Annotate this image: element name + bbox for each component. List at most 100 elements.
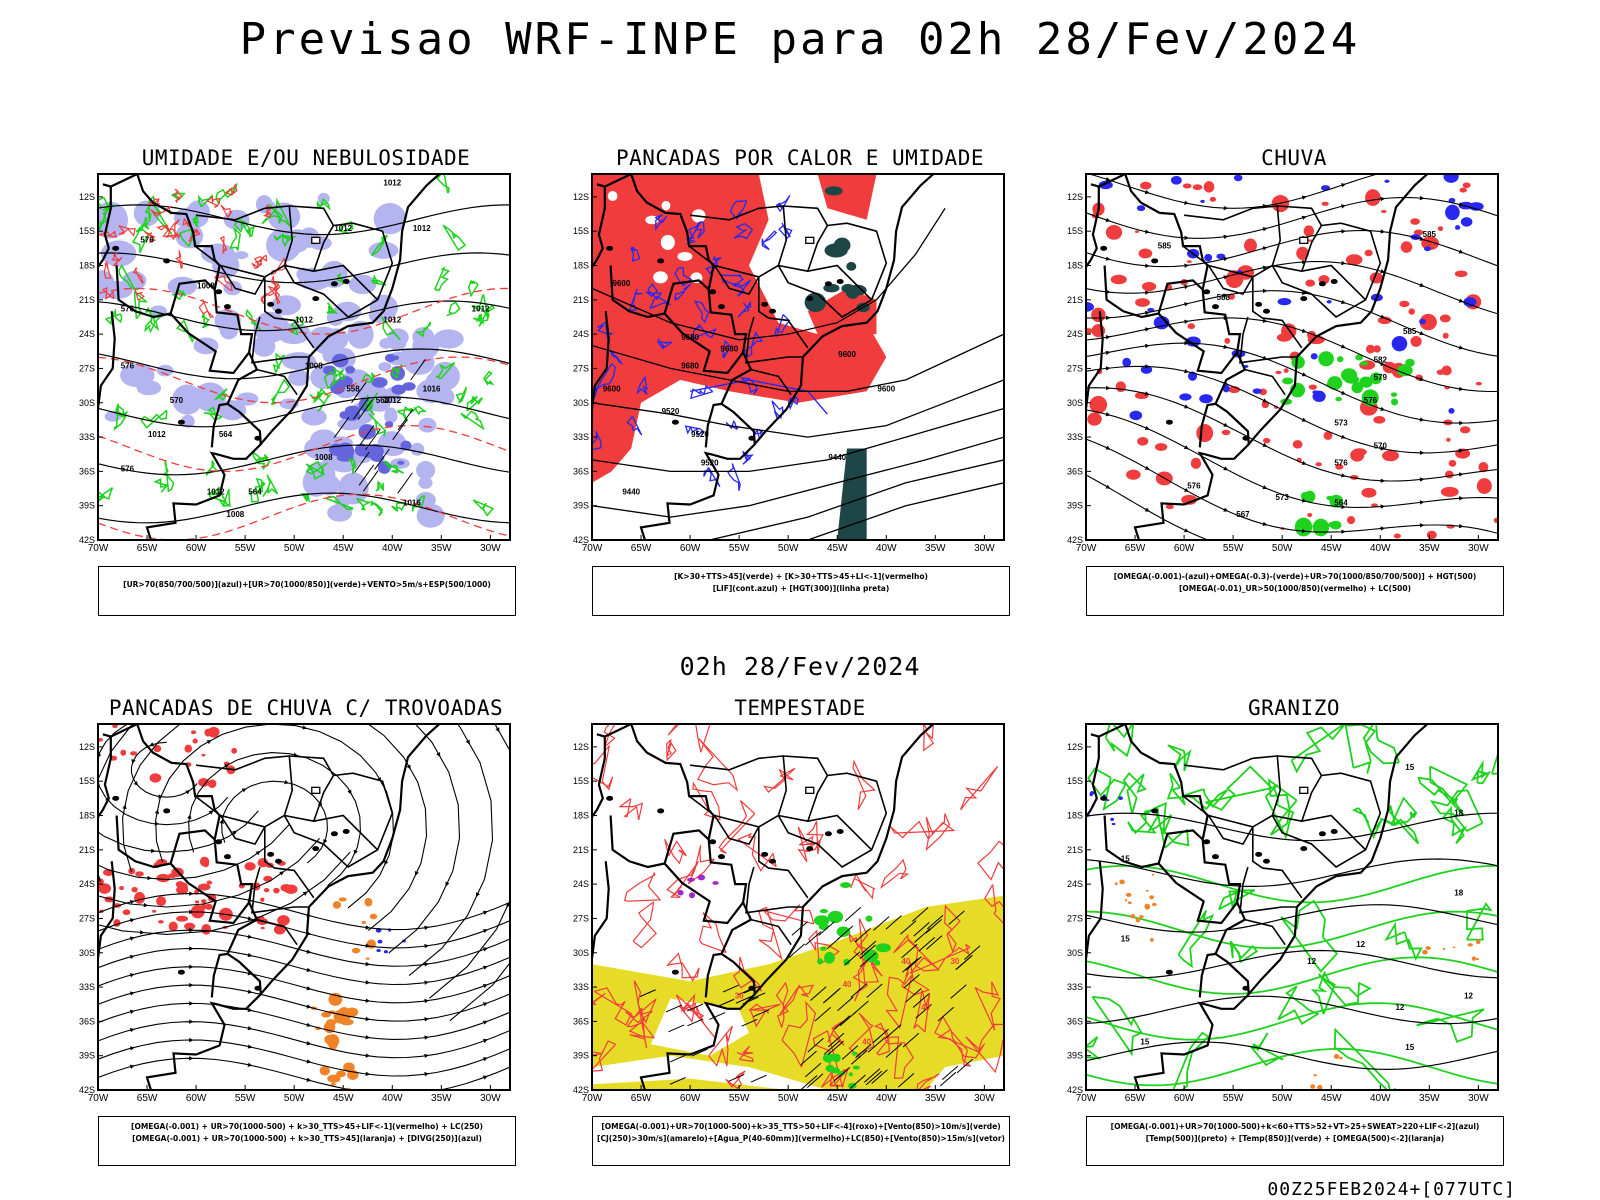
lon-tick-label: 60W <box>1174 543 1195 554</box>
lifted-index-contour <box>609 349 623 365</box>
rain-area-blue <box>1448 197 1456 204</box>
streamline-arrow <box>187 814 192 819</box>
rain-area-red <box>1244 238 1257 253</box>
streamline-arrow <box>482 1038 488 1043</box>
lat-tick-label: 15S <box>79 226 95 236</box>
streamline-arrow <box>1419 331 1425 336</box>
wind-vector <box>918 936 936 952</box>
thunderstorm-area-red <box>158 920 164 924</box>
streamline-arrow <box>189 1056 194 1061</box>
strong-wind-area <box>824 951 835 964</box>
rain-area-red <box>1399 300 1410 308</box>
contour-label: 576 <box>121 464 135 473</box>
country-border <box>115 815 216 869</box>
temperature-850-contour <box>1122 772 1147 814</box>
state-border <box>313 264 379 301</box>
lat-tick-label: 39S <box>79 1051 95 1061</box>
humidity-area-light <box>416 388 430 396</box>
state-border <box>194 245 266 296</box>
legend-line: [OMEGA(-0.001) + UR>70(1000-500) + k>30_… <box>131 1122 483 1131</box>
streamline-arrow <box>1341 204 1346 209</box>
rain-area-green <box>1360 361 1369 366</box>
precipitable-water-contour <box>909 943 971 974</box>
divergence-area-blue <box>383 950 388 954</box>
streamline-arrow <box>189 1001 194 1006</box>
lifted-index-contour <box>657 338 673 350</box>
streamline <box>1086 387 1498 482</box>
rain-area-red <box>1410 335 1422 347</box>
streamline-arrow <box>1380 526 1386 531</box>
contour-label: 585 <box>1423 230 1437 239</box>
map-granizo: 15 18 15 18 15 12 12 12 12 15 15 70W 65W 60W 55W 50W 45W… <box>1067 723 1499 1104</box>
panel-chuva: CHUVA 585 585 588 585 582 579 576 573 570 576 576 5… <box>1054 146 1534 634</box>
wind-vector <box>806 1073 824 1088</box>
low-level-humidity-contour <box>368 413 387 437</box>
forecast-time-label: 02h 28/Fev/2024 <box>679 652 921 681</box>
lake-mark <box>606 245 614 251</box>
map-chuva: 585 585 588 585 582 579 576 573 570 576 576 573 564 5… <box>1067 173 1499 554</box>
strong-wind-area <box>829 1054 835 1058</box>
temperature-500-contour <box>1086 949 1498 979</box>
precipitable-water-contour <box>718 800 756 854</box>
streamline-arrow <box>482 1020 488 1025</box>
low-level-humidity-contour <box>245 308 262 332</box>
lat-tick-label: 12S <box>1067 742 1083 752</box>
streamline-arrow <box>284 780 290 785</box>
precipitable-water-contour <box>665 952 700 982</box>
lake-mark <box>717 304 725 310</box>
temperature-850-contour <box>1086 1036 1102 1060</box>
strong-wind-area <box>851 1051 858 1056</box>
streamline-arrow <box>1341 529 1346 534</box>
rain-area-blue <box>1460 217 1473 227</box>
omega-area-orange <box>1422 949 1428 955</box>
lifted-index-contour <box>727 463 741 491</box>
rain-area-red <box>1086 328 1093 334</box>
lon-tick-label: 65W <box>1125 543 1146 554</box>
precipitable-water-contour <box>593 987 633 1026</box>
contour-label: 1012 <box>383 316 401 325</box>
rain-area-red <box>1476 478 1492 494</box>
rain-area-red <box>1380 209 1387 213</box>
rain-area-red <box>1346 515 1356 525</box>
lon-tick-label: 70W <box>1076 543 1097 554</box>
streamline-arrow <box>1223 256 1229 262</box>
wind-vector <box>901 943 918 959</box>
rain-area-red <box>1190 457 1202 469</box>
omega-area-orange <box>1475 939 1481 945</box>
thunderstorm-area-red <box>130 751 138 756</box>
lon-tick-label: 30W <box>480 543 501 554</box>
state-border <box>688 795 760 846</box>
legend-line: [OMEGA(-0.01)_UR>50(1000/850)(vermelho) … <box>1178 584 1412 593</box>
wind-vector <box>374 448 390 470</box>
humidity-area-dark <box>343 408 360 421</box>
low-level-humidity-contour <box>375 480 385 492</box>
map-content <box>98 724 510 1090</box>
precipitable-water-contour <box>944 904 961 954</box>
precipitable-water-contour <box>885 974 913 1030</box>
omega-area-orange <box>1125 892 1132 897</box>
streamline-arrow <box>129 1064 135 1069</box>
contour-label: 15 <box>1121 854 1130 863</box>
thunderstorm-area-red <box>273 887 280 894</box>
lon-tick-label: 40W <box>382 543 403 554</box>
omega-area-orange <box>1130 913 1136 919</box>
streamline-arrow <box>1262 521 1268 526</box>
humidity-area-light <box>401 348 415 359</box>
streamline-arrow <box>189 964 194 969</box>
lat-tick-label: 33S <box>1067 432 1083 442</box>
lake-mark <box>761 301 769 307</box>
temperature-850-contour <box>1086 1002 1498 1041</box>
thunderstorm-area-red <box>199 856 210 867</box>
lake-mark <box>717 854 725 860</box>
low-level-humidity-contour <box>446 301 461 317</box>
lake-mark <box>709 839 717 845</box>
streamline-arrow <box>1458 386 1464 392</box>
wind-vector <box>822 988 840 1004</box>
map-frame <box>591 723 1005 1091</box>
lat-tick-label: 12S <box>573 742 589 752</box>
streamline-arrow <box>1458 472 1464 477</box>
streamline-arrow <box>414 870 419 876</box>
state-border <box>1301 264 1367 301</box>
lat-tick-label: 36S <box>1067 466 1083 476</box>
thunderstorm-area-orange <box>366 939 376 949</box>
